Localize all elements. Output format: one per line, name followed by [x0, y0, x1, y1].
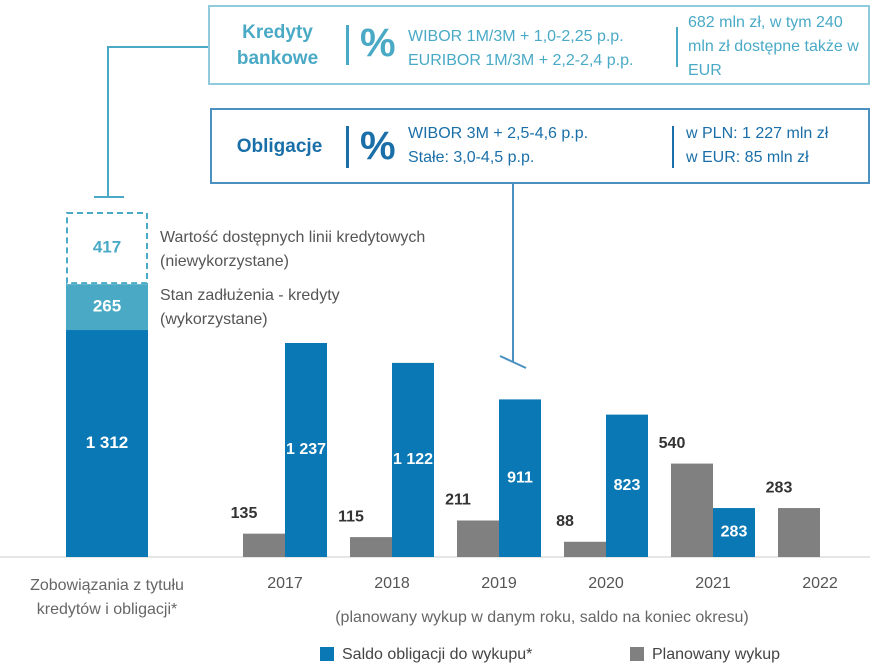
bar [606, 414, 648, 557]
value-label: 823 [614, 477, 641, 494]
bar-segment [66, 284, 148, 331]
bar [671, 463, 713, 557]
segment-label: Wartość dostępnych linii kredytowych (ni… [160, 229, 426, 270]
x-tick-label: 2017 [267, 575, 303, 592]
value-label: 265 [93, 297, 121, 316]
connector [94, 46, 208, 198]
legend-label: Saldo obligacji do wykupu* [342, 646, 532, 663]
divider [676, 27, 678, 67]
value-label: 911 [507, 469, 533, 486]
bar-segment [66, 330, 148, 557]
value-label: 211 [445, 492, 471, 509]
bar [243, 533, 285, 557]
x-tick-label: 2019 [481, 575, 517, 592]
rate: EURIBOR 1M/3M + 2,2-2,4 p.p. [408, 52, 634, 69]
legend-label: Planowany wykup [652, 646, 780, 663]
value-label: 1 312 [86, 433, 129, 452]
x-tick-label: 2018 [374, 575, 410, 592]
amount: w EUR: 85 mln zł [686, 149, 809, 166]
value-label: 417 [93, 238, 121, 257]
bar [564, 541, 606, 557]
x-tick-label: 2020 [588, 575, 624, 592]
x-tick-label: 2021 [695, 575, 731, 592]
percent-icon: % [360, 21, 396, 65]
bar [350, 537, 392, 557]
x-tick-label: 2022 [802, 575, 838, 592]
bar [499, 399, 541, 557]
subtitle: (planowany wykup w danym roku, saldo na … [335, 609, 749, 626]
percent-icon: % [360, 124, 396, 168]
amount: w PLN: 1 227 mln zł [686, 125, 829, 142]
bar [457, 520, 499, 557]
value-label: 115 [338, 508, 364, 525]
amount: 682 mln zł, w tym 240 mln zł dostępne ta… [688, 14, 859, 79]
bar [392, 362, 434, 557]
divider [672, 126, 674, 168]
box-title: Kredyty bankowe [236, 22, 319, 69]
box-title: Obligacje [236, 136, 323, 157]
bar-segment [66, 212, 148, 285]
value-label: 88 [556, 513, 574, 530]
info-box: Kredyty bankowe % WIBOR 1M/3M + 1,0-2,25… [208, 5, 870, 85]
connector [499, 183, 527, 369]
bar [285, 342, 327, 557]
divider [346, 126, 349, 168]
rate: WIBOR 1M/3M + 1,0-2,25 p.p. [408, 28, 624, 45]
value-label: 135 [231, 505, 258, 522]
value-label: 283 [721, 524, 748, 541]
divider [346, 25, 349, 65]
rate: Stałe: 3,0-4,5 p.p. [408, 149, 535, 166]
segment-label: Stan zadłużenia - kredyty (wykorzystane) [160, 287, 340, 328]
legend-swatch [320, 647, 334, 661]
value-label: 283 [766, 479, 793, 496]
info-box: Obligacje % WIBOR 3M + 2,5-4,6 p.p. Stał… [210, 108, 870, 184]
bar [713, 508, 755, 557]
x-tick-label: Zobowiązania z tytułu kredytów i obligac… [30, 577, 184, 618]
value-label: 1 237 [286, 441, 326, 458]
value-label: 1 122 [393, 451, 433, 468]
bar [778, 508, 820, 557]
rate: WIBOR 3M + 2,5-4,6 p.p. [408, 125, 589, 142]
value-label: 540 [659, 435, 686, 452]
legend-swatch [630, 647, 644, 661]
